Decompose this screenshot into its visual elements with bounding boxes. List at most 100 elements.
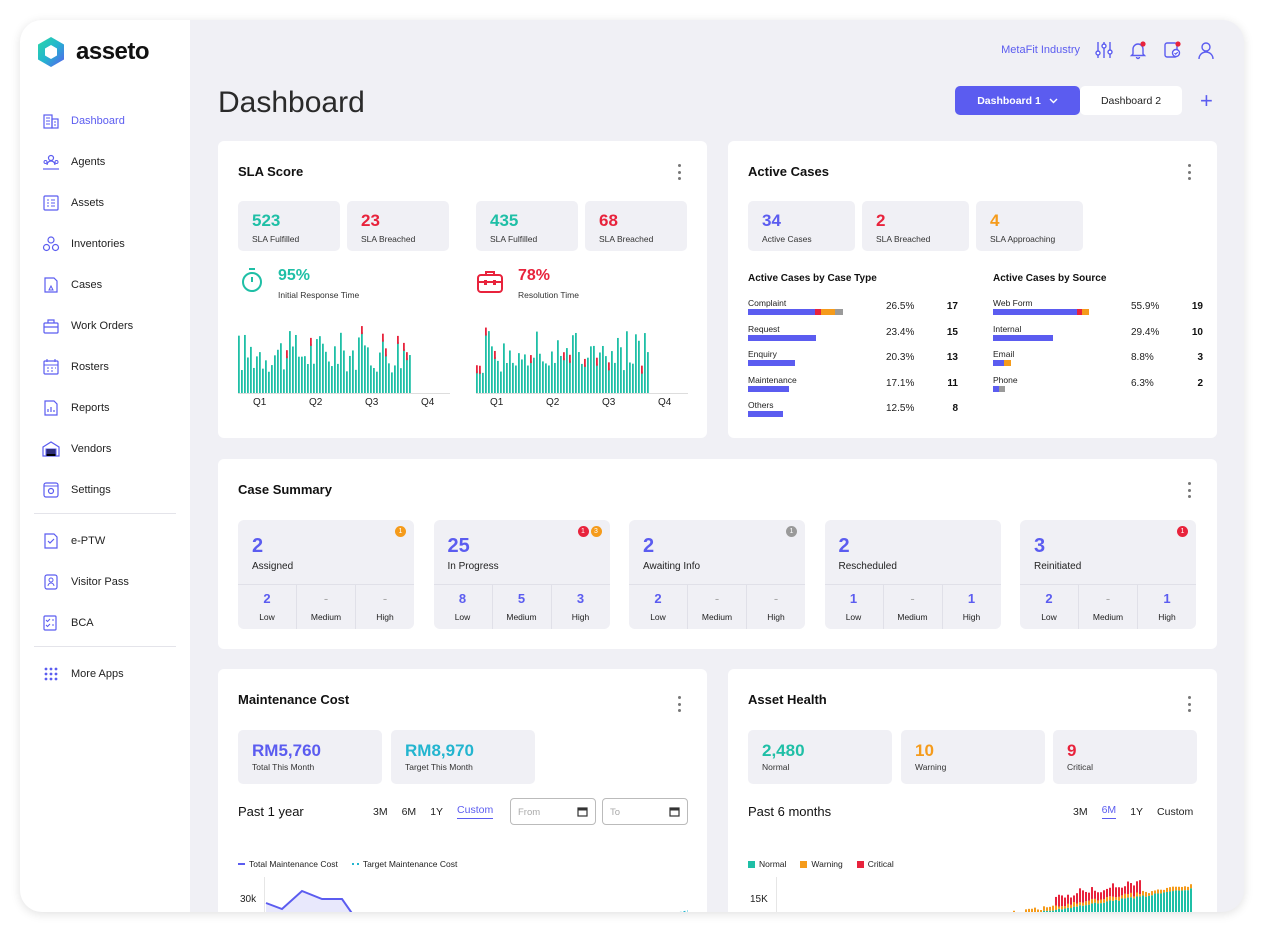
range-tab-1y[interactable]: 1Y (1130, 805, 1144, 818)
sla-bar (539, 353, 541, 393)
notification-bell-icon[interactable] (1128, 40, 1148, 60)
sidebar-item-work-orders[interactable]: Work Orders (20, 305, 190, 346)
sla-bar (331, 366, 333, 393)
sidebar-item-label: BCA (71, 616, 94, 629)
sidebar-item-dashboard[interactable]: Dashboard (20, 100, 190, 141)
tab-label: Dashboard 1 (977, 94, 1041, 107)
warehouse-icon (42, 440, 60, 457)
sidebar-item-rosters[interactable]: Rosters (20, 346, 190, 387)
add-dashboard-button[interactable]: + (1200, 87, 1213, 113)
case-status-assigned[interactable]: 1 2 Assigned 2 Low - Medium - High (238, 520, 414, 629)
sidebar-item-assets[interactable]: Assets (20, 182, 190, 223)
filter-sliders-icon[interactable] (1094, 40, 1114, 60)
stat-label: Critical (1067, 762, 1093, 772)
priority-count: 2 (263, 591, 271, 606)
sla-bar (572, 335, 574, 393)
quarter-label: Q3 (602, 397, 616, 408)
more-options-icon[interactable] (677, 696, 681, 712)
sidebar-item-vendors[interactable]: Vendors (20, 428, 190, 469)
priority-medium: - Medium (296, 585, 355, 629)
sla-breach-bar (584, 358, 586, 367)
toolbox-icon (43, 318, 59, 334)
sla-bar (358, 337, 360, 393)
company-name[interactable]: MetaFit Industry (1001, 44, 1080, 56)
critical-bar (1079, 888, 1081, 903)
sidebar-item-label: Rosters (71, 360, 109, 373)
metric-label: Resolution Time (518, 290, 579, 300)
warning-bar (1097, 900, 1099, 904)
priority-count: 1 (849, 591, 858, 606)
sla-bar (316, 339, 318, 393)
priority-label: Medium (310, 612, 342, 622)
from-date-input[interactable]: From (510, 798, 596, 825)
sidebar-item-cases[interactable]: Cases (20, 264, 190, 305)
row-name: Web Form (993, 298, 1033, 308)
row-name: Complaint (748, 298, 787, 308)
tab-dashboard-2[interactable]: Dashboard 2 (1080, 86, 1182, 115)
sidebar-item-settings[interactable]: Settings (20, 469, 190, 510)
sidebar-item-more-apps[interactable]: More Apps (20, 653, 190, 694)
sla-breached-stat: 23 SLA Breached (347, 201, 449, 251)
sla-breach-bar (494, 350, 496, 359)
range-tab-custom[interactable]: Custom (457, 804, 494, 819)
breakdown-bar (993, 360, 1012, 366)
sla-bar (397, 341, 399, 393)
warning-bar (1139, 894, 1141, 897)
sla-bar (295, 334, 297, 393)
range-tab-6m[interactable]: 6M (401, 805, 417, 818)
task-check-icon[interactable] (1162, 40, 1182, 60)
warning-bar (1031, 908, 1033, 912)
priority-count: - (910, 591, 915, 606)
stat-label: Active Cases (762, 234, 812, 244)
range-tab-1y[interactable]: 1Y (430, 805, 444, 818)
sla-bar (298, 356, 300, 393)
bar-segment (999, 385, 1006, 392)
maintenance-legend: Total Maintenance Cost Target Maintenanc… (238, 859, 457, 869)
range-tab-6m[interactable]: 6M (1101, 804, 1117, 819)
case-status-label: In Progress (447, 561, 499, 572)
sidebar-item-e-ptw[interactable]: e-PTW (20, 520, 190, 561)
sla-bar (370, 365, 372, 393)
sidebar-item-visitor-pass[interactable]: Visitor Pass (20, 561, 190, 602)
range-tab-3m[interactable]: 3M (1073, 805, 1088, 818)
warning-bar (1163, 889, 1165, 893)
logo[interactable]: asseto (36, 36, 150, 68)
normal-bar (1070, 908, 1072, 912)
range-tab-3m[interactable]: 3M (373, 805, 388, 818)
sidebar-item-agents[interactable]: Agents (20, 141, 190, 182)
normal-bar (1112, 900, 1114, 912)
sidebar-item-reports[interactable]: Reports (20, 387, 190, 428)
warning-bar (1184, 886, 1186, 891)
case-status-rescheduled[interactable]: 2 Rescheduled 1 Low - Medium 1 High (824, 520, 1001, 629)
sla-bar (280, 343, 282, 393)
sla-bar (626, 331, 628, 393)
warning-bar (1124, 893, 1126, 899)
sidebar-item-bca[interactable]: BCA (20, 602, 190, 643)
bar-segment (748, 411, 783, 417)
more-options-icon[interactable] (1187, 482, 1191, 498)
normal-bar (1064, 908, 1066, 912)
sidebar-item-label: Work Orders (71, 319, 134, 332)
sla-bar (394, 365, 396, 393)
more-options-icon[interactable] (1187, 164, 1191, 180)
case-count: 2 (643, 535, 655, 557)
tab-dashboard-1[interactable]: Dashboard 1 (955, 86, 1080, 115)
sla-bar (557, 340, 559, 393)
metric-value: 95% (278, 267, 311, 284)
more-options-icon[interactable] (677, 164, 681, 180)
priority-count: - (773, 591, 779, 606)
priority-label: High (1158, 612, 1176, 622)
case-status-awaiting-info[interactable]: 1 2 Awaiting Info 2 Low - Medium - High (629, 520, 805, 629)
sidebar-item-inventories[interactable]: Inventories (20, 223, 190, 264)
stat-value: 2 (876, 211, 886, 230)
priority-label: Medium (1092, 612, 1124, 622)
more-options-icon[interactable] (1187, 696, 1191, 712)
user-profile-icon[interactable] (1196, 40, 1216, 60)
sla-resolution-chart (476, 327, 688, 394)
range-tab-custom[interactable]: Custom (1157, 805, 1194, 818)
sidebar-item-label: Dashboard (71, 114, 125, 127)
to-date-input[interactable]: To (602, 798, 688, 825)
case-status-in-progress[interactable]: 1 3 25 In Progress 8 Low 5 Medium 3 High (433, 520, 610, 629)
case-status-reinitiated[interactable]: 1 3 Reinitiated 2 Low - Medium 1 High (1020, 520, 1196, 629)
